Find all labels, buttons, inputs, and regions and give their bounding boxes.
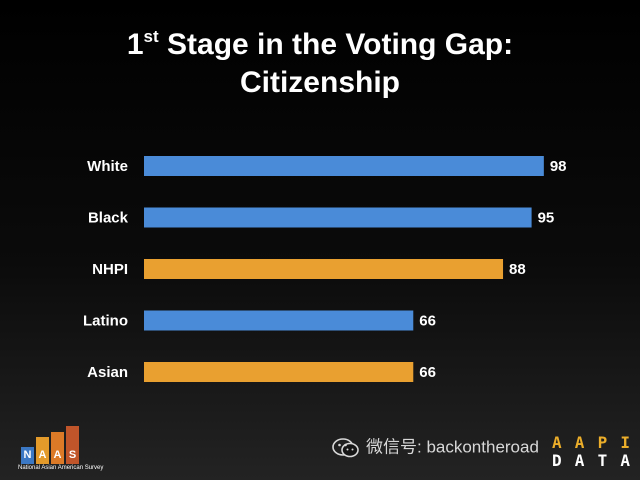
aapi-logo-letter: A (574, 451, 585, 470)
naas-block-4: S (66, 426, 79, 464)
aapi-logo-letter: D (552, 451, 562, 470)
title-line1-text: Stage in the Voting Gap: (158, 28, 514, 61)
category-label-nhpi: NHPI (92, 261, 128, 278)
aapi-logo-letter: A (620, 451, 630, 470)
naas-block-letter: N (23, 449, 32, 461)
aapi-logo-letter: A (574, 433, 585, 452)
chart-title-line1: 1st Stage in the Voting Gap: (0, 26, 640, 64)
aapi-logo-letter: T (597, 451, 608, 470)
naas-block-1: N (21, 447, 34, 464)
chart-title: 1st Stage in the Voting Gap: Citizenship (0, 26, 640, 102)
category-label-latino: Latino (83, 313, 128, 330)
aapi-logo-letter: I (620, 433, 630, 452)
watermark: 微信号: backontheroad (332, 436, 539, 458)
naas-block-letter: A (38, 449, 47, 461)
aapi-logo-letter: A (552, 433, 562, 452)
title-ordinal: 1 (126, 28, 144, 61)
category-label-white: White (87, 158, 128, 175)
value-label-white: 98 (550, 158, 567, 175)
bar-white (144, 156, 544, 176)
bar-black (144, 207, 532, 228)
naas-logo-caption: National Asian American Survey (18, 465, 104, 471)
value-label-latino: 66 (419, 313, 436, 330)
bar-nhpi (144, 259, 504, 279)
title-ordinal-suffix: st (143, 27, 159, 46)
bar-asian (144, 362, 414, 382)
naas-block-2: A (36, 437, 49, 464)
chart-title-line2: Citizenship (239, 66, 400, 99)
aapi-logo-letter: P (597, 433, 608, 452)
naas-block-3: A (51, 432, 64, 464)
naas-block-letter: S (68, 449, 77, 461)
category-label-asian: Asian (87, 364, 128, 381)
category-label-black: Black (88, 210, 129, 227)
value-label-asian: 66 (419, 364, 436, 381)
bar-latino (144, 310, 414, 331)
wechat-icon (332, 437, 359, 457)
value-label-black: 95 (538, 210, 555, 227)
watermark-text: 微信号: backontheroad (366, 437, 539, 457)
naas-block-letter: A (53, 449, 62, 461)
value-label-nhpi: 88 (509, 261, 526, 278)
